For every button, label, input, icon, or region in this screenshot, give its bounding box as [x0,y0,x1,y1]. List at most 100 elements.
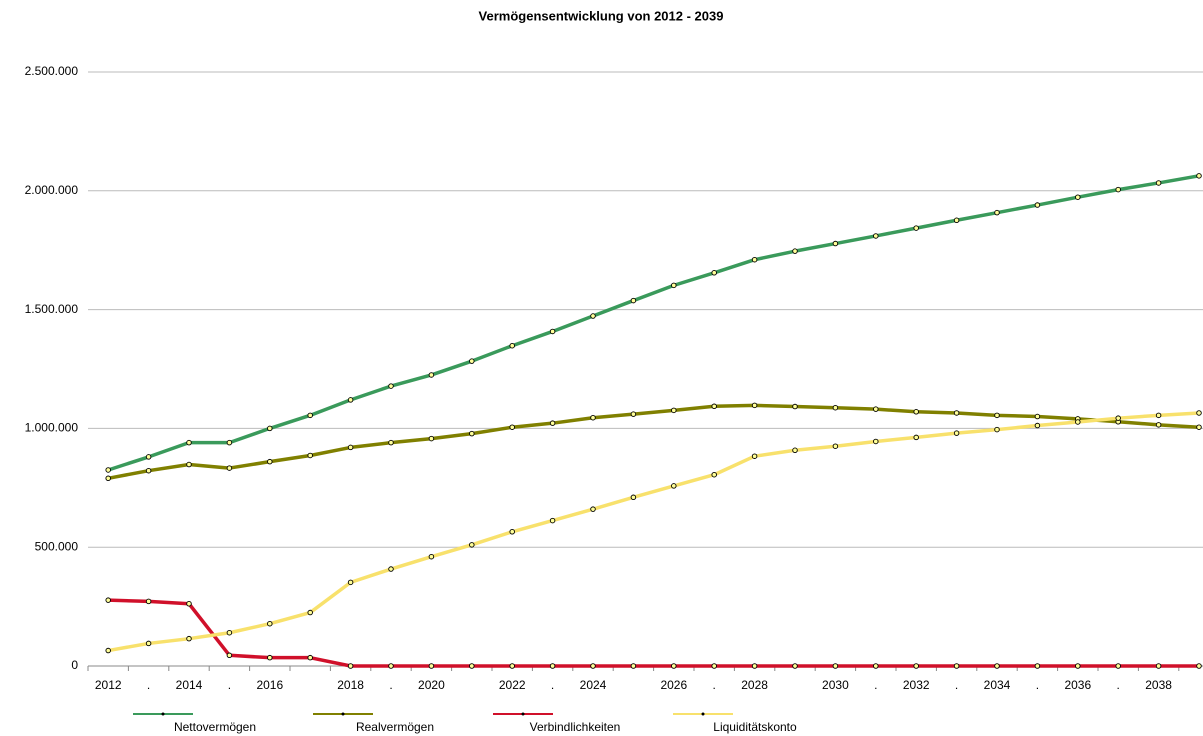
legend-label: Verbindlichkeiten [530,720,621,734]
series-line [108,598,1199,668]
x-tick-label: 2014 [176,678,203,692]
x-tick-label: 2030 [822,678,849,692]
data-point [711,403,717,410]
data-point [994,426,1000,433]
y-tick-label: 1.000.000 [25,421,79,435]
legend-marker [521,712,525,716]
data-point [509,529,515,535]
data-point [751,402,758,409]
data-point [832,404,839,411]
data-point [267,654,273,661]
data-point [1034,413,1041,420]
data-point [549,517,556,524]
data-point [711,663,717,669]
data-point [145,454,152,460]
data-point [1155,663,1162,669]
data-point [105,597,111,603]
x-tick-label: 2038 [1145,678,1172,692]
data-point [630,297,637,304]
data-point [1196,663,1202,669]
data-point [590,313,596,319]
data-point [630,411,637,417]
x-tick-label: . [228,678,231,692]
data-point [873,233,879,239]
legend-label: Realvermögen [356,720,434,734]
data-point [145,467,152,474]
data-point [509,424,515,430]
data-point [671,282,677,289]
data-point [792,248,798,254]
x-tick-label: 2034 [984,678,1011,692]
data-point [1034,422,1041,429]
data-point [590,414,596,421]
data-point [186,635,192,642]
data-point [226,465,233,471]
x-tick-label: 2018 [337,678,364,692]
data-point [186,439,192,446]
x-tick-label: 2024 [580,678,607,692]
x-tick-label: . [389,678,392,692]
x-tick-label: . [713,678,716,692]
data-point [630,494,637,501]
data-point [590,506,596,512]
data-point [226,439,233,446]
x-tick-label: . [1036,678,1039,692]
data-point [994,412,1000,419]
data-point [873,663,879,669]
x-tick-label: . [955,678,958,692]
data-point [388,663,394,669]
data-point [792,663,798,669]
y-tick-label: 500.000 [35,539,79,553]
data-point [751,256,758,263]
data-point [105,475,111,482]
data-point [226,629,233,636]
legend-marker [701,712,705,716]
data-point [994,209,1000,216]
data-point [388,566,394,572]
data-point [307,412,313,419]
data-point [671,407,677,414]
data-point [1196,424,1202,430]
data-point [1075,194,1081,200]
x-tick-label: 2032 [903,678,930,692]
data-point [590,663,596,669]
legend-label: Nettovermögen [174,720,256,734]
x-tick-label: 2020 [418,678,445,692]
data-point [105,647,111,654]
data-point [913,409,919,415]
data-point [267,620,273,627]
x-tick-label: 2022 [499,678,526,692]
data-point [711,270,717,276]
data-point [1034,202,1041,208]
data-point [1034,663,1041,669]
data-point [671,483,677,489]
series-line [107,411,1200,653]
data-point [549,663,556,669]
data-point [1115,186,1121,193]
data-point [469,358,475,364]
y-tick-label: 2.000.000 [25,183,79,197]
data-point [711,471,717,478]
data-point [186,600,192,607]
x-tick-label: 2028 [741,678,768,692]
x-tick-label: . [1117,678,1120,692]
x-tick-label: 2026 [660,678,687,692]
y-tick-label: 1.500.000 [25,302,79,316]
data-point [509,342,515,349]
x-tick-label: . [874,678,877,692]
data-point [1155,422,1162,428]
data-point [1155,180,1162,186]
data-point [145,598,152,605]
data-point [1115,663,1121,669]
data-point [1115,415,1121,421]
series-line [107,174,1200,472]
data-point [1196,173,1202,179]
data-point [469,542,475,548]
data-point [226,652,233,659]
data-point [428,663,435,669]
data-point [347,663,354,669]
data-point [145,640,152,647]
data-point [267,458,273,465]
data-point [913,225,919,231]
